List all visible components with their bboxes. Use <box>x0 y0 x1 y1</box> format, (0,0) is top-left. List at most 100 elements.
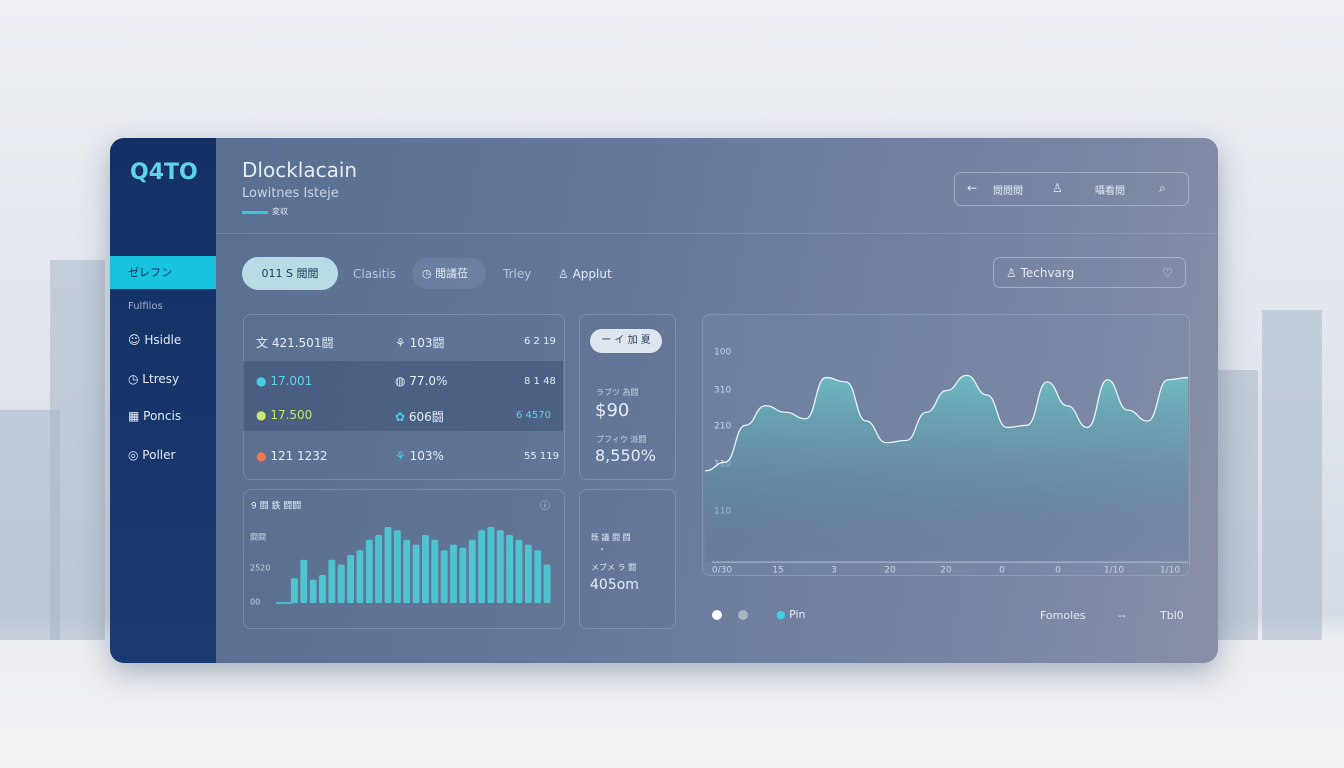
underline <box>242 211 268 214</box>
toolbar-icon[interactable]: ♙ <box>1052 181 1063 195</box>
tag: 変収 <box>272 207 288 216</box>
nav-item[interactable]: ▦ Poncis <box>128 409 182 423</box>
area <box>705 375 1188 562</box>
info-label: 既 議 闘 闘 <box>591 533 631 542</box>
x-label: 0 <box>1055 566 1061 576</box>
table-cell: ◍ 77.0% <box>395 374 448 388</box>
info-sub: メブメ ラ 闘 <box>591 563 637 572</box>
tab[interactable]: Clasitis <box>353 267 396 281</box>
bar <box>422 535 429 603</box>
bar <box>487 527 495 603</box>
legend-item: Tbl0 <box>1160 609 1184 622</box>
cell-text: 103闘 <box>409 336 445 350</box>
stat-value: $90 <box>595 400 630 421</box>
info-value: 405om <box>590 577 639 593</box>
bar <box>412 544 420 603</box>
bar <box>309 579 317 603</box>
sidebar: Q4TO ゼレフン Fulfilos ☺ Hsidle ◷ Ltresy ▦ P… <box>110 138 216 663</box>
page-subtitle: Lowitnes Isteje <box>242 186 339 201</box>
nav-item[interactable]: ◷ Ltresy <box>128 372 180 386</box>
table-card <box>243 314 565 480</box>
page-title: Dlocklacain <box>242 158 358 182</box>
table-cell: ● 17.500 <box>256 408 313 422</box>
table-cell: 55 119 <box>524 451 559 462</box>
nav-item[interactable]: ◎ Poller <box>128 448 176 462</box>
cell-text: 17.500 <box>270 408 313 422</box>
legend-item: ● Pin <box>776 608 806 621</box>
x-label: 20 <box>940 566 952 576</box>
bar <box>506 535 514 603</box>
tab-label: 閲議莅 <box>435 267 469 280</box>
bar <box>515 539 523 603</box>
x-label: 1/10 <box>1104 566 1124 576</box>
legend-item: Fomoles <box>1040 609 1086 622</box>
pager-dot[interactable] <box>738 610 748 620</box>
table-cell: ● 121 1232 <box>256 449 328 463</box>
stat-label: ブフィウ 派闘 <box>596 435 647 444</box>
toolbar-button[interactable]: 囁看閲 <box>1095 186 1125 197</box>
table-cell: ⚘ 103% <box>395 449 444 463</box>
bar <box>291 578 298 603</box>
table-cell: ⚘ 103闘 <box>395 336 445 350</box>
x-label: 20 <box>884 566 896 576</box>
y-label: 310 <box>714 386 731 396</box>
bar <box>337 564 345 603</box>
tab[interactable]: Trley <box>503 267 532 281</box>
tab-label: Applut <box>572 267 612 281</box>
bar <box>328 559 336 603</box>
info-dot: ・ <box>598 545 606 554</box>
toolbar-button[interactable]: 閲閲閲 <box>993 186 1023 197</box>
toolbar: ← 閲閲閲 ♙ 囁看閲 ⌕ <box>954 172 1189 206</box>
cell-text: 606闘 <box>408 410 444 424</box>
y-label: 100 <box>714 348 731 358</box>
pager-dot[interactable] <box>712 610 722 620</box>
cell-text: 77.0% <box>409 374 448 388</box>
bar <box>440 550 448 603</box>
y-label: 闘闘 <box>250 533 266 542</box>
search-box[interactable]: ♙ Techvarg ♡ <box>993 257 1186 288</box>
bar <box>319 575 326 603</box>
table-cell: ● 17.001 <box>256 374 313 388</box>
tab[interactable]: ♙ Applut <box>558 267 612 281</box>
stat-button[interactable]: ー イ 加 夏 <box>590 329 662 353</box>
toolbar-icon[interactable]: ⌕ <box>1159 181 1166 195</box>
x-label: 15 <box>772 566 783 576</box>
table-cell: 6 2 19 <box>524 336 556 347</box>
nav-label: Poller <box>142 448 176 462</box>
nav-label: Poncis <box>143 409 182 423</box>
cell-text: 17.001 <box>270 374 313 388</box>
nav-item[interactable]: ☺ Hsidle <box>128 333 182 347</box>
divider <box>216 233 1218 234</box>
bar <box>450 544 457 603</box>
nav-label: Ltresy <box>142 372 180 386</box>
x-label: 1/10 <box>1160 566 1180 576</box>
legend-label: Pin <box>789 608 806 621</box>
cell-text: 103% <box>409 449 444 463</box>
bar <box>356 550 364 603</box>
line <box>704 374 1189 472</box>
search-text: Techvarg <box>1020 266 1075 280</box>
table-cell: ✿ 606闘 <box>395 410 444 424</box>
tab-active[interactable]: 011 S 閲閲 <box>242 257 338 290</box>
back-button[interactable]: ← <box>967 181 978 195</box>
logo: Q4TO <box>130 160 198 185</box>
y-label: 2520 <box>250 564 270 573</box>
bg-building <box>1262 310 1322 640</box>
tab[interactable]: ◷ 閲議莅 <box>412 258 486 289</box>
nav-section: Fulfilos <box>128 301 163 312</box>
table-cell: 文 421.501闘 <box>256 336 334 350</box>
bg-building <box>0 410 60 640</box>
bar <box>384 527 392 603</box>
bar <box>365 539 373 603</box>
chart-title: 9 闘 鉄 闘闘 <box>251 500 301 512</box>
table-cell: 8 1 48 <box>524 376 556 387</box>
bar <box>543 564 551 603</box>
bar <box>403 539 411 603</box>
y-label: 210 <box>714 422 731 432</box>
nav-item-active[interactable]: ゼレフン <box>110 256 216 289</box>
cell-text: 121 1232 <box>270 449 328 463</box>
x-label: 0 <box>999 566 1005 576</box>
bar <box>468 539 476 603</box>
